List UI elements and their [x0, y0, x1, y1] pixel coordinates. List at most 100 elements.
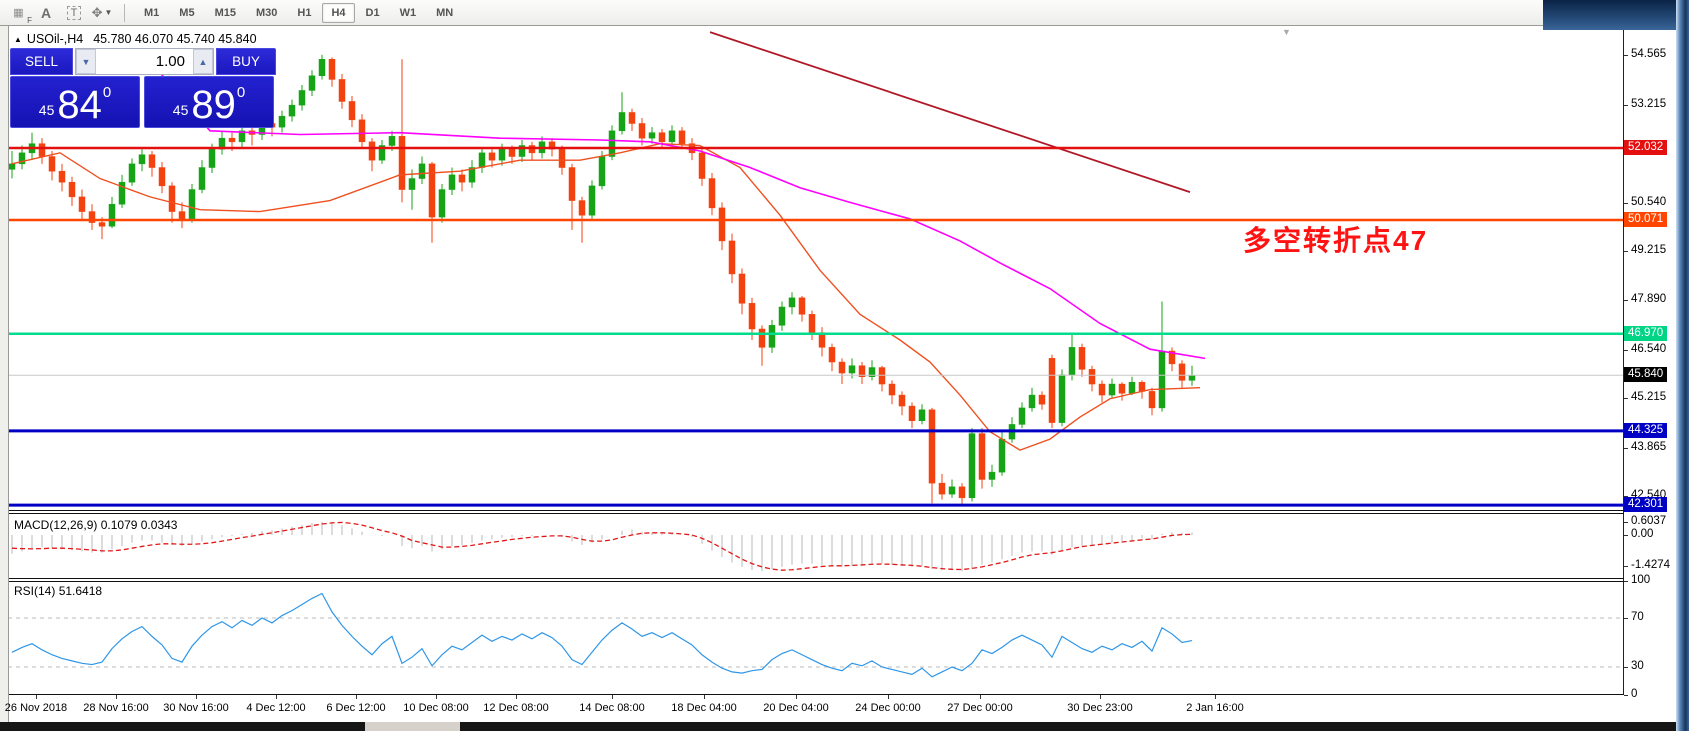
- time-axis-label: 28 Nov 16:00: [83, 702, 149, 714]
- rsi-tick-label: 0: [1631, 688, 1638, 700]
- background-window-edge: [1543, 0, 1689, 30]
- one-click-trade-panel: SELL ▼ 1.00 ▲ BUY 45 84 0 45 89 0: [10, 48, 276, 128]
- panel-separator[interactable]: [8, 513, 1624, 514]
- chart-bottom-border: [8, 694, 1624, 695]
- timeframe-button-m1[interactable]: M1: [144, 6, 160, 19]
- time-axis-label: 4 Dec 12:00: [246, 702, 306, 714]
- price-tick-label: 45.215: [1631, 391, 1667, 404]
- macd-tick: [1624, 521, 1628, 523]
- timeframe-button-m15[interactable]: M15: [214, 6, 236, 19]
- price-tick-label: 46.540: [1631, 342, 1667, 355]
- buy-button[interactable]: BUY: [216, 48, 276, 75]
- rsi-tick-label: 30: [1631, 660, 1644, 672]
- price-tick: [1624, 202, 1628, 204]
- price-tick: [1624, 349, 1628, 351]
- chart-area-background: [8, 27, 1624, 694]
- panel-separator[interactable]: [8, 581, 1624, 582]
- sell-price-main: 84: [57, 83, 102, 127]
- macd-tick-label: -1.4274: [1631, 559, 1671, 572]
- price-tick: [1624, 496, 1628, 498]
- sell-price-pip: 0: [102, 84, 112, 101]
- time-tick: [1100, 695, 1101, 699]
- text-box-icon[interactable]: T: [66, 5, 82, 20]
- trendline[interactable]: [709, 31, 1191, 193]
- rsi-tick: [1624, 581, 1628, 583]
- panel-separator[interactable]: [8, 510, 1624, 511]
- rsi-tick-label: 70: [1631, 611, 1644, 623]
- time-tick: [796, 695, 797, 699]
- time-axis-label: 14 Dec 08:00: [579, 702, 645, 714]
- price-tick-label: 50.540: [1631, 195, 1667, 208]
- timeframe-button-w1[interactable]: W1: [399, 6, 417, 19]
- horizontal-levels-group[interactable]: [8, 146, 1623, 507]
- time-tick: [704, 695, 705, 699]
- macd-values: 0.1079 0.0343: [100, 518, 178, 532]
- window-bottom-border: [0, 722, 1689, 731]
- macd-tick-label: 0.00: [1631, 528, 1654, 540]
- time-axis-label: 27 Dec 00:00: [947, 702, 1013, 714]
- chart-title: ▲ USOil-,H4 45.780 46.070 45.740 45.840: [14, 32, 257, 46]
- timeframe-button-m5[interactable]: M5: [179, 6, 195, 19]
- price-tick-label: 54.565: [1631, 48, 1667, 61]
- price-badge: 46.970: [1624, 325, 1668, 341]
- volume-input[interactable]: 1.00: [155, 53, 185, 70]
- timeframe-button-h1[interactable]: H1: [297, 6, 312, 19]
- ma-slow-line: [149, 60, 1206, 360]
- volume-increase-button[interactable]: ▲: [193, 49, 213, 74]
- time-axis: [8, 695, 1677, 722]
- text-label-icon[interactable]: A: [40, 4, 52, 21]
- time-axis-label: 10 Dec 08:00: [403, 702, 469, 714]
- macd-tick-label: 0.6037: [1631, 514, 1667, 527]
- chevron-down-icon[interactable]: ▼: [104, 8, 113, 17]
- time-axis-label: 6 Dec 12:00: [326, 702, 386, 714]
- macd-tick: [1624, 535, 1628, 536]
- price-tick-label: 43.865: [1631, 440, 1667, 453]
- buy-price-button[interactable]: 45 89 0: [144, 76, 274, 128]
- price-tick: [1624, 55, 1628, 57]
- timeframe-button-h4[interactable]: H4: [322, 2, 355, 23]
- rsi-tick: [1624, 695, 1628, 696]
- price-badge: 44.325: [1624, 422, 1668, 438]
- price-badge: 42.301: [1624, 497, 1668, 513]
- macd-label: MACD(12,26,9) 0.1079 0.0343: [14, 518, 178, 532]
- cursor-mode-icon[interactable]: ✥ ▼: [91, 4, 113, 20]
- auto-trading-icon[interactable]: ▦ F: [13, 7, 32, 25]
- price-badge: 50.071: [1624, 211, 1668, 227]
- time-axis-label: 26 Nov 2018: [4, 702, 68, 714]
- timeframe-button-d1[interactable]: D1: [365, 6, 380, 19]
- window-right-border: [1676, 0, 1689, 731]
- rsi-tick: [1624, 618, 1628, 619]
- time-tick: [516, 695, 517, 699]
- price-tick: [1624, 447, 1628, 449]
- price-tick: [1624, 398, 1628, 400]
- rsi-level-lines: [8, 617, 1623, 668]
- price-tick-label: 49.215: [1631, 244, 1667, 257]
- macd-tick: [1624, 566, 1628, 568]
- chart-marker-icon: ▲: [14, 35, 22, 44]
- candles-group: [8, 54, 1196, 506]
- chart-shift-marker-icon[interactable]: ▼: [1282, 27, 1291, 37]
- volume-decrease-button[interactable]: ▼: [76, 49, 96, 74]
- time-axis-label: 18 Dec 04:00: [671, 702, 737, 714]
- timeframe-button-m30[interactable]: M30: [255, 6, 278, 19]
- price-tick: [1624, 251, 1628, 253]
- window-left-border: [0, 26, 9, 722]
- toolbar-separator: [124, 3, 125, 22]
- price-tick: [1624, 104, 1628, 106]
- time-axis-label: 24 Dec 00:00: [855, 702, 921, 714]
- sell-button[interactable]: SELL: [10, 48, 73, 75]
- time-axis-label: 12 Dec 08:00: [483, 702, 549, 714]
- price-tick: [1624, 300, 1628, 301]
- horizontal-scrollbar-thumb[interactable]: [365, 722, 460, 731]
- time-tick: [196, 695, 197, 699]
- time-tick: [1215, 695, 1216, 699]
- buy-price-pip: 0: [236, 84, 246, 101]
- symbol-period: USOil-,H4: [26, 32, 84, 46]
- panel-separator[interactable]: [8, 578, 1624, 579]
- time-tick: [36, 695, 37, 699]
- timeframe-button-mn[interactable]: MN: [436, 6, 454, 19]
- chart-annotation: 多空转折点47: [1243, 225, 1429, 256]
- sell-price-button[interactable]: 45 84 0: [10, 76, 140, 128]
- buy-price-main: 89: [191, 83, 236, 127]
